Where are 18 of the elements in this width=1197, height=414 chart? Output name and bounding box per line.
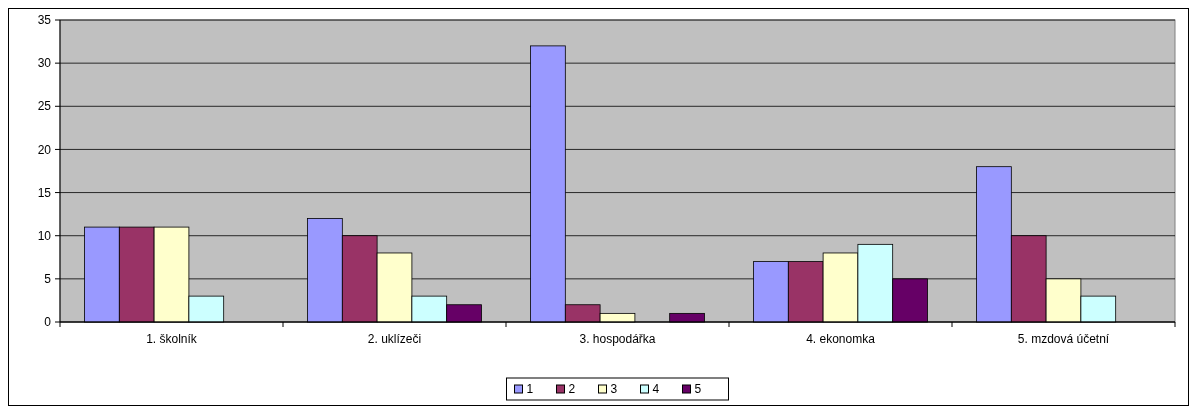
y-tick-label: 35	[37, 13, 52, 28]
y-tick-label: 0	[44, 315, 52, 330]
legend-label: 1	[526, 382, 534, 396]
legend-label: 2	[568, 382, 576, 396]
y-tick-label: 5	[44, 272, 52, 287]
x-tick-label: 5. mzdová účetní	[1017, 332, 1110, 346]
x-tick-label: 2. uklízeči	[367, 332, 422, 346]
y-tick-label: 15	[37, 185, 52, 200]
x-tick-label: 4. ekonomka	[806, 332, 876, 346]
y-tick-label: 10	[37, 228, 52, 243]
x-tick-label: 3. hospodářka	[579, 332, 656, 346]
legend-label: 4	[652, 382, 660, 396]
legend-label: 3	[610, 382, 618, 396]
x-tick-label: 1. školník	[146, 332, 198, 346]
legend-label: 5	[694, 382, 702, 396]
y-tick-label: 20	[37, 142, 52, 157]
y-tick-label: 25	[37, 99, 52, 114]
y-tick-label: 30	[37, 56, 52, 71]
